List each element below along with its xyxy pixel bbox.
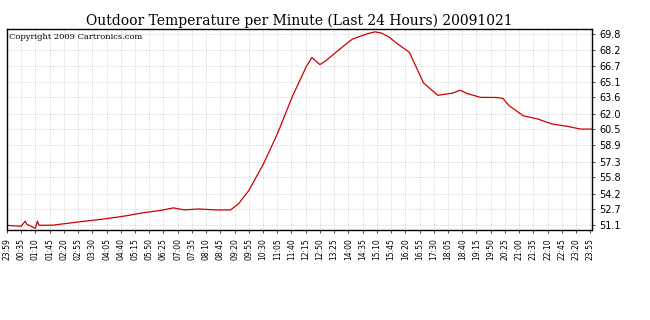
Text: Copyright 2009 Cartronics.com: Copyright 2009 Cartronics.com — [9, 33, 143, 41]
Title: Outdoor Temperature per Minute (Last 24 Hours) 20091021: Outdoor Temperature per Minute (Last 24 … — [86, 13, 512, 28]
